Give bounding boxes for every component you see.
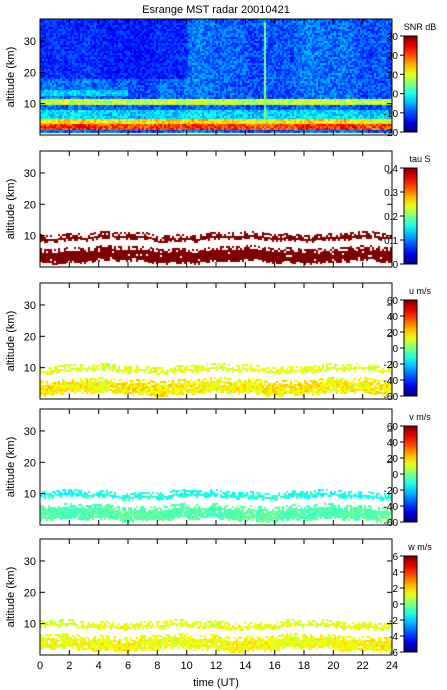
cb-tick-label: 0.1 [384,236,398,247]
cb-tick-label: 0 [392,470,398,481]
colorbar-0 [403,35,418,133]
x-tick-label: 16 [269,660,281,672]
cb-tick-label: -4 [389,632,398,643]
cb-tick-label: 20 [387,51,399,62]
cb-tick-label: 2 [392,584,398,595]
heatmap-3 [40,409,392,525]
x-tick-label: 4 [96,660,102,672]
cb-tick-label: 20 [387,454,399,465]
cb-tick-label: -20 [384,486,399,497]
cb-tick-label: 0.3 [384,188,398,199]
heatmap-4 [40,539,392,655]
cb-tick-label: -40 [384,502,399,513]
y-tick-label: 10 [24,231,36,243]
cb-tick-label: -6 [389,648,398,659]
colorbar-label: w m/s [407,542,432,552]
colorbar-2 [403,299,418,397]
cb-tick-label: 40 [387,438,399,449]
colorbar-label: SNR dB [404,22,437,32]
y-axis-label: altitude (km) [5,47,17,108]
y-tick-label: 30 [24,426,36,438]
y-tick-label: 30 [24,168,36,180]
cb-tick-label: 40 [387,312,399,323]
cb-tick-label: 0.4 [384,164,398,175]
colorbar-label: u m/s [409,286,432,296]
y-tick-label: 10 [24,363,36,375]
x-tick-label: 6 [125,660,131,672]
x-axis-label: time (UT) [193,677,239,689]
y-tick-label: 20 [24,331,36,343]
cb-tick-label: -20 [384,360,399,371]
cb-tick-label: 0 [392,90,398,101]
cb-tick-label: 0 [392,260,398,271]
cb-tick-label: 6 [392,552,398,563]
cb-tick-label: 30 [387,32,399,43]
cb-tick-label: -20 [384,128,399,139]
cb-tick-label: -10 [384,109,399,120]
x-tick-label: 20 [327,660,339,672]
colorbar-label: tau S [409,154,430,164]
cb-tick-label: 60 [387,296,399,307]
cb-tick-label: 4 [392,568,398,579]
x-tick-label: 12 [210,660,222,672]
cb-tick-label: -60 [384,518,399,529]
colorbar-3 [403,425,418,523]
chart-title: Esrange MST radar 20010421 [142,4,290,16]
x-tick-label: 8 [154,660,160,672]
y-tick-label: 30 [24,300,36,312]
colorbar-4 [403,555,418,653]
x-tick-label: 14 [239,660,251,672]
x-tick-label: 2 [66,660,72,672]
cb-tick-label: -2 [389,616,398,627]
cb-tick-label: 20 [387,328,399,339]
y-tick-label: 10 [24,99,36,111]
cb-tick-label: 0 [392,600,398,611]
y-tick-label: 20 [24,587,36,599]
y-tick-label: 20 [24,67,36,79]
y-axis-label: altitude (km) [5,179,17,240]
x-tick-label: 10 [181,660,193,672]
cb-tick-label: 0.2 [384,212,398,223]
y-tick-label: 20 [24,457,36,469]
y-tick-label: 30 [24,36,36,48]
y-tick-label: 30 [24,556,36,568]
cb-tick-label: -60 [384,392,399,403]
heatmap-0 [40,19,392,135]
y-tick-label: 10 [24,489,36,501]
cb-tick-label: 60 [387,422,399,433]
heatmap-1 [40,151,392,267]
y-axis-label: altitude (km) [5,567,17,628]
cb-tick-label: 0 [392,344,398,355]
y-tick-label: 20 [24,199,36,211]
y-axis-label: altitude (km) [5,437,17,498]
x-tick-label: 24 [386,660,398,672]
colorbar-1 [403,167,418,265]
colorbar-label: v m/s [409,412,431,422]
x-tick-label: 18 [298,660,310,672]
cb-tick-label: 10 [387,70,399,81]
y-axis-label: altitude (km) [5,311,17,372]
x-tick-label: 22 [357,660,369,672]
y-tick-label: 10 [24,619,36,631]
heatmap-2 [40,283,392,399]
cb-tick-label: -40 [384,376,399,387]
x-tick-label: 0 [37,660,43,672]
